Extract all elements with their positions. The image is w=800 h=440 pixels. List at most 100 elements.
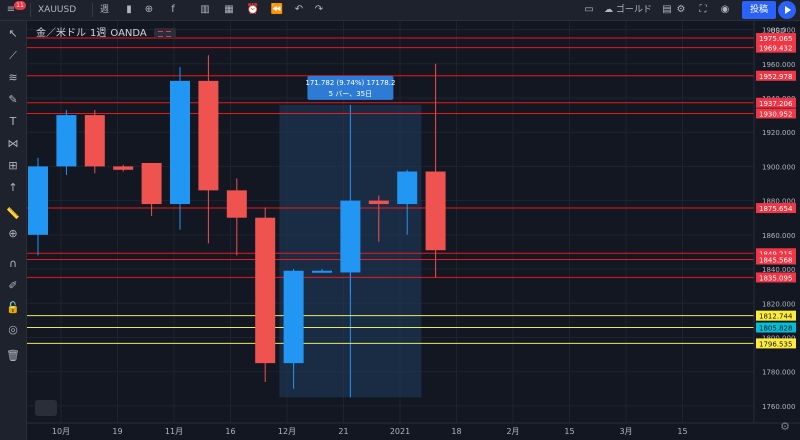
settings-icon[interactable]: ⚙ [676, 4, 686, 15]
cursor-icon[interactable]: ↖ [8, 27, 18, 40]
watchlist-icon[interactable]: ▤ [662, 4, 672, 15]
magnet-icon[interactable]: ∩ [8, 257, 18, 270]
post-button[interactable]: 投稿 [742, 1, 776, 19]
alert-icon[interactable]: ⏰ [246, 4, 260, 15]
interval-selector[interactable]: 週 [100, 5, 110, 15]
price-tick-label: 1960.000 [762, 61, 795, 69]
price-line-label: 1849.215 [759, 250, 792, 258]
price-label-bg [756, 42, 796, 53]
candle-body [56, 115, 77, 167]
time-tick-label: 2021 [390, 427, 410, 436]
arrow-up-icon[interactable]: ↑ [8, 181, 18, 194]
price-label-bg [756, 97, 796, 108]
price-label-bg [756, 254, 796, 265]
time-tick-label: 15 [677, 427, 687, 436]
indicators-icon[interactable]: f [171, 4, 175, 15]
candle-body [170, 80, 190, 205]
trash-icon[interactable]: 🗑 [6, 349, 20, 362]
divider [92, 3, 93, 17]
price-tick-label: 1820.000 [762, 300, 795, 308]
legend-source: OANDA [110, 28, 147, 39]
compare-icon[interactable]: ⊕ [144, 4, 154, 15]
prediction-icon[interactable]: ⊞ [8, 159, 18, 172]
eye-icon[interactable]: ◎ [8, 323, 18, 336]
watchlist-name[interactable]: ☁ ゴールド [604, 5, 652, 15]
undo-icon[interactable]: ↶ [294, 4, 304, 15]
ruler-icon[interactable]: 📏 [6, 207, 20, 220]
templates-icon[interactable]: ▦ [224, 4, 234, 15]
fullscreen-icon[interactable]: ⛶ [699, 4, 707, 15]
price-line-label: 1835.095 [759, 274, 792, 282]
candle-body [368, 200, 389, 205]
legend-symbol: 金／米ドル [36, 28, 86, 39]
price-axis [754, 21, 800, 423]
drawing-toolbar: ↖ ⟋ ≋ ✎ T ⋈ ⊞ ↑ 📏 ⊕ ∩ ✐ 🔓 ◎ 🗑 [0, 21, 27, 440]
lock-icon[interactable]: 🔓 [6, 301, 20, 314]
camera-icon[interactable]: ◉ [720, 4, 730, 15]
candle-body [226, 190, 247, 218]
trendline-icon[interactable]: ⟋ [9, 49, 17, 62]
price-label-bg [756, 322, 796, 333]
price-tick-label: 1780.000 [762, 369, 795, 377]
price-line-label: 1930.952 [759, 110, 792, 118]
lock-drawing-icon[interactable]: ✐ [8, 279, 18, 292]
candle-body [312, 270, 332, 273]
fib-icon[interactable]: ≋ [8, 71, 18, 84]
candle-body [283, 270, 304, 364]
candle-body [397, 171, 418, 205]
symbol-search[interactable]: XAUUSD [38, 5, 77, 15]
chart-settings-icon[interactable]: ⚙ [780, 420, 790, 433]
replay-icon[interactable]: ⏪ [270, 4, 284, 15]
bar-style-icon[interactable]: ▮ [126, 4, 132, 15]
candle-body [28, 166, 48, 235]
price-tick-label: 1860.000 [762, 232, 795, 240]
price-label-bg [756, 248, 796, 259]
date-range-stats: 171.782 (9.74%) 17178.2 [305, 79, 395, 87]
redo-icon[interactable]: ↷ [314, 4, 324, 15]
text-icon[interactable]: T [9, 115, 17, 128]
financials-icon[interactable]: ▥ [200, 4, 210, 15]
candle-body [84, 115, 105, 167]
candle-body [198, 80, 219, 191]
price-line-label: 1937.206 [759, 100, 793, 108]
chart-legend: 金／米ドル 1週 OANDA [36, 24, 180, 39]
tradingview-logo[interactable] [35, 400, 57, 416]
time-tick-label: 12月 [278, 427, 296, 436]
divider [30, 3, 31, 17]
time-tick-label: 18 [451, 427, 461, 436]
price-tick-label: 1980.000 [762, 27, 795, 35]
price-label-bg [756, 70, 796, 81]
time-tick-label: 10月 [52, 427, 70, 436]
time-tick-label: 19 [112, 427, 122, 436]
menu-icon[interactable]: ≡ [6, 4, 16, 15]
price-tick-label: 1760.000 [762, 403, 795, 411]
zoom-in-icon[interactable]: ⊕ [8, 227, 18, 240]
price-tick-label: 1840.000 [762, 266, 795, 274]
time-axis [27, 423, 754, 440]
price-line-label: 1812.744 [759, 313, 793, 321]
price-line-label: 1805.828 [759, 324, 792, 332]
price-label-bg [756, 272, 796, 283]
price-tick-label: 1900.000 [762, 163, 795, 171]
play-icon[interactable] [778, 1, 796, 19]
brush-icon[interactable]: ✎ [8, 93, 18, 106]
notification-badge: 11 [14, 1, 26, 10]
time-tick-label: 2月 [506, 427, 519, 436]
price-line-label: 1975.065 [759, 35, 792, 43]
price-label-bg [756, 203, 796, 214]
time-tick-label: 3月 [619, 427, 632, 436]
currency-label: USD [771, 27, 786, 35]
price-line-label: 1952.978 [759, 73, 792, 81]
time-tick-label: 16 [225, 427, 235, 436]
price-tick-label: 1880.000 [762, 198, 795, 206]
layout-icon[interactable]: ▭ [584, 4, 594, 15]
top-toolbar: ≡ 11 XAUUSD 週 ▮ ⊕ f ▥ ▦ ⏰ ⏪ ↶ ↷ ▭ ☁ ゴールド… [0, 0, 800, 21]
price-label-bg [756, 32, 796, 43]
time-tick-label: 15 [564, 427, 574, 436]
pattern-icon[interactable]: ⋈ [7, 137, 19, 150]
candle-body [141, 162, 162, 205]
price-line-label: 1969.432 [759, 45, 792, 53]
legend-controls[interactable] [153, 28, 176, 38]
price-line-label: 1796.535 [759, 340, 792, 348]
